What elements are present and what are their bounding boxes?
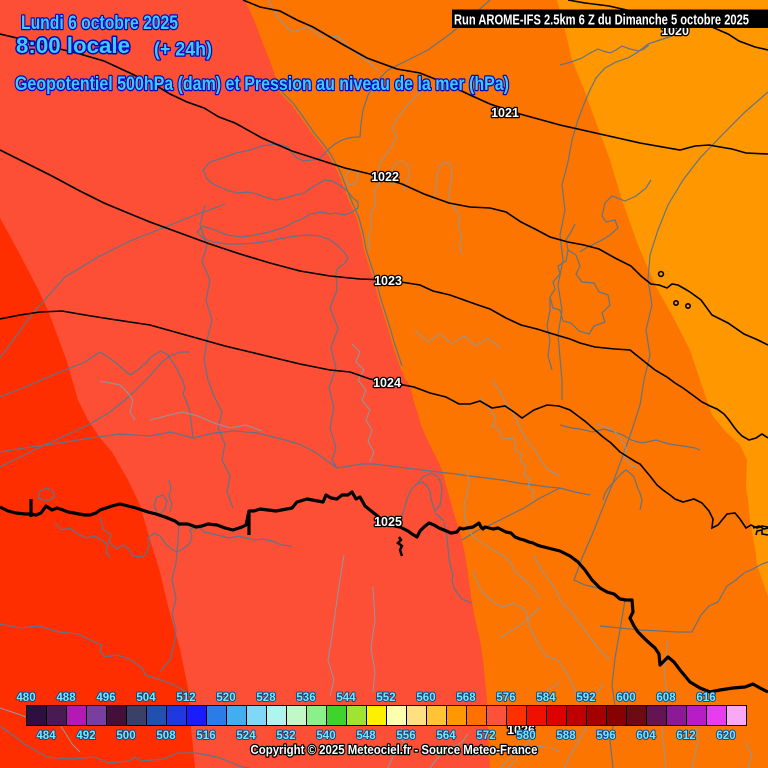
svg-text:Lundi 6 octobre 2025: Lundi 6 octobre 2025 [21, 13, 178, 34]
svg-text:508: 508 [156, 730, 176, 742]
svg-text:544: 544 [336, 692, 356, 704]
svg-text:540: 540 [316, 730, 335, 742]
svg-text:564: 564 [436, 730, 456, 742]
svg-text:600: 600 [616, 692, 635, 704]
svg-text:620: 620 [716, 730, 735, 742]
svg-text:496: 496 [96, 692, 115, 704]
svg-text:504: 504 [136, 692, 156, 704]
svg-text:1021: 1021 [491, 106, 519, 120]
svg-text:Geopotentiel 500hPa (dam) et P: Geopotentiel 500hPa (dam) et Pression au… [15, 74, 509, 95]
svg-text:528: 528 [256, 692, 276, 704]
svg-text:616: 616 [696, 692, 715, 704]
svg-text:1025: 1025 [374, 515, 402, 529]
svg-text:576: 576 [496, 692, 515, 704]
svg-text:580: 580 [516, 730, 535, 742]
svg-text:548: 548 [356, 730, 376, 742]
svg-text:588: 588 [556, 730, 576, 742]
svg-text:536: 536 [296, 692, 315, 704]
svg-text:516: 516 [196, 730, 215, 742]
svg-text:Run AROME-IFS 2.5km 6 Z du Dim: Run AROME-IFS 2.5km 6 Z du Dimanche 5 oc… [454, 13, 749, 29]
svg-text:612: 612 [676, 730, 695, 742]
svg-text:524: 524 [236, 730, 256, 742]
svg-text:500: 500 [116, 730, 135, 742]
svg-text:Copyright © 2025 Meteociel.fr: Copyright © 2025 Meteociel.fr - Source M… [251, 743, 538, 757]
svg-text:604: 604 [636, 730, 656, 742]
svg-text:520: 520 [216, 692, 235, 704]
svg-text:608: 608 [656, 692, 676, 704]
svg-text:556: 556 [396, 730, 415, 742]
svg-text:584: 584 [536, 692, 556, 704]
svg-text:572: 572 [476, 730, 495, 742]
svg-text:568: 568 [456, 692, 476, 704]
svg-text:1023: 1023 [374, 274, 402, 288]
svg-text:484: 484 [36, 730, 56, 742]
svg-text:(+ 24h): (+ 24h) [154, 40, 212, 61]
svg-text:596: 596 [596, 730, 615, 742]
svg-text:480: 480 [16, 692, 35, 704]
svg-text:532: 532 [276, 730, 295, 742]
svg-text:1022: 1022 [371, 170, 399, 184]
svg-text:488: 488 [56, 692, 76, 704]
svg-text:512: 512 [176, 692, 195, 704]
svg-text:1024: 1024 [373, 376, 401, 390]
svg-text:552: 552 [376, 692, 395, 704]
svg-text:8:00 locale: 8:00 locale [16, 33, 130, 58]
svg-text:492: 492 [76, 730, 95, 742]
svg-text:592: 592 [576, 692, 595, 704]
svg-text:560: 560 [416, 692, 435, 704]
